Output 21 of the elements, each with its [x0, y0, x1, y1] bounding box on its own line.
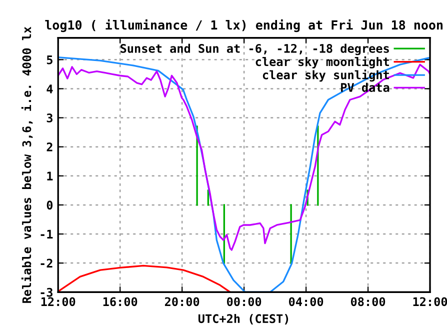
- y-tick-label: -2: [40, 258, 52, 268]
- x-tick-label: 12:00: [413, 297, 447, 306]
- y-tick-label: -3: [40, 288, 52, 297]
- legend-label: Sunset and Sun at -6, -12, -18 degrees: [120, 44, 389, 56]
- x-tick-label: 20:00: [164, 297, 200, 306]
- x-tick-label: 08:00: [350, 297, 386, 306]
- y-tick-label: 3: [46, 113, 52, 122]
- x-tick-label: 04:00: [288, 297, 324, 306]
- y-axis-title: Reliable values below 3,6, i.e. 4000 lx: [21, 26, 33, 303]
- x-tick-label: 00:00: [227, 297, 262, 306]
- y-tick-label: 1: [47, 172, 53, 180]
- x-axis-title: UTC+2h (CEST): [198, 314, 288, 324]
- y-tick-label: 0: [46, 200, 53, 210]
- legend-label: clear sky moonlight: [256, 56, 389, 68]
- y-tick-label: -1: [40, 230, 53, 238]
- y-tick-label: 5: [46, 56, 52, 64]
- x-tick-label: 16:00: [103, 297, 138, 306]
- x-tick-label: 12:00: [41, 297, 76, 306]
- y-tick-label: 4: [46, 84, 53, 94]
- y-tick-label: 2: [46, 142, 52, 152]
- chart-title: log10 ( illuminance / 1 lx) ending at Fri Jun 18 noon: [45, 19, 443, 32]
